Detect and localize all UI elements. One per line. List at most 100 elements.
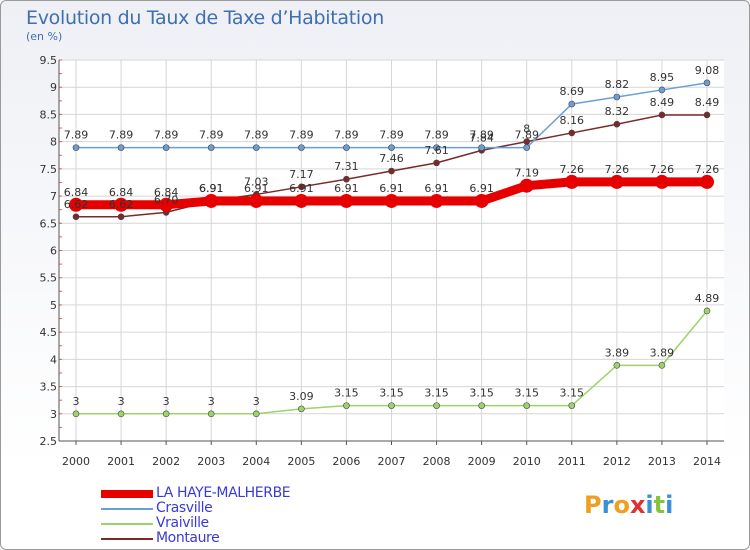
data-label: 6.91 [379,182,404,195]
x-tick-label: 2004 [242,455,270,468]
data-label: 8.49 [695,96,720,109]
data-point [523,144,531,151]
data-label: 8 [523,123,530,136]
data-label: 3.89 [650,346,675,359]
data-point [703,79,711,87]
data-point [162,144,170,151]
data-label: 7.26 [605,163,630,176]
data-label: 6.62 [64,198,89,211]
data-point [117,410,125,418]
data-label: 7.89 [109,129,134,142]
data-point [252,144,260,151]
data-point [72,144,80,151]
y-tick-label: 2.5 [40,435,58,448]
data-point [703,307,711,315]
data-label: 8.16 [560,114,585,127]
y-tick-label: 8.5 [40,108,58,121]
data-label: 7.26 [695,163,720,176]
data-point [703,111,711,119]
y-tick-label: 6 [50,245,57,258]
data-point [568,100,576,108]
data-label: 7.89 [64,129,89,142]
y-tick-label: 3 [50,408,57,421]
data-point [568,402,576,409]
data-label: 7.89 [334,129,359,142]
data-label: 6.91 [469,182,494,195]
x-tick-label: 2011 [558,455,586,468]
data-label: 7.19 [514,167,539,180]
data-label: 7.89 [199,129,224,142]
data-label: 3.15 [469,387,494,400]
x-tick-label: 2001 [107,455,135,468]
data-label: 7.89 [469,129,494,142]
data-point [429,193,444,208]
y-tick-label: 3.5 [40,381,58,394]
legend-label-montaure: Montaure [156,530,220,546]
data-point [433,402,440,409]
data-label: 6.62 [109,198,134,211]
data-point [388,144,395,151]
data-label: 6.84 [64,186,89,199]
data-label: 7.89 [154,129,179,142]
x-tick-label: 2008 [423,455,451,468]
data-label: 3 [73,395,80,408]
data-point [654,174,669,189]
y-tick-label: 9.5 [40,54,58,67]
data-point [298,405,305,413]
data-label: 6.91 [199,182,224,195]
logo-letter: t [653,491,666,519]
data-point [294,193,309,208]
x-tick-label: 2006 [332,455,360,468]
data-point [658,86,666,94]
legend-label-vraiville: Vraiville [156,515,209,531]
data-point [433,159,440,167]
data-label: 7.89 [289,129,314,142]
data-point [298,183,305,191]
data-point [478,144,485,151]
data-label: 6.70 [154,193,179,206]
x-tick-label: 2003 [197,455,225,468]
data-label: 9.08 [695,64,720,77]
data-point [523,402,531,409]
data-label: 3 [208,395,215,408]
data-label: 3.15 [514,387,539,400]
data-label: 8.69 [560,85,585,98]
proxiti-logo: Proxiti [584,491,673,519]
data-label: 7.03 [244,175,269,188]
data-point [72,410,80,418]
data-point [613,120,621,128]
y-tick-label: 9 [50,81,57,94]
data-point [613,362,621,369]
data-point [564,174,579,189]
data-point [162,410,170,418]
data-point [252,410,260,418]
data-label: 3.15 [379,387,404,400]
data-point [343,402,350,409]
data-point [700,174,714,189]
data-label: 7.89 [244,129,269,142]
data-label: 4.89 [695,292,720,305]
y-tick-label: 5 [50,299,57,312]
data-point [72,213,80,221]
data-point [609,174,624,189]
x-tick-label: 2002 [152,455,180,468]
data-point [474,193,489,208]
data-point [658,362,666,369]
data-label: 7.17 [289,168,314,181]
data-point [69,197,83,212]
data-label: 3 [163,395,170,408]
logo-letter: i [645,491,654,519]
data-point [388,167,395,175]
data-label: 7.89 [379,129,404,142]
x-tick-label: 2013 [648,455,676,468]
legend-label-crasville: Crasville [156,500,213,516]
legend-label-la-haye-malherbe: LA HAYE-MALHERBE [156,485,291,501]
y-tick-label: 7 [50,190,57,203]
data-point [343,175,350,183]
logo-letter: r [601,491,614,519]
x-tick-label: 2009 [468,455,496,468]
data-point [204,193,219,208]
y-tick-label: 8 [50,136,57,149]
